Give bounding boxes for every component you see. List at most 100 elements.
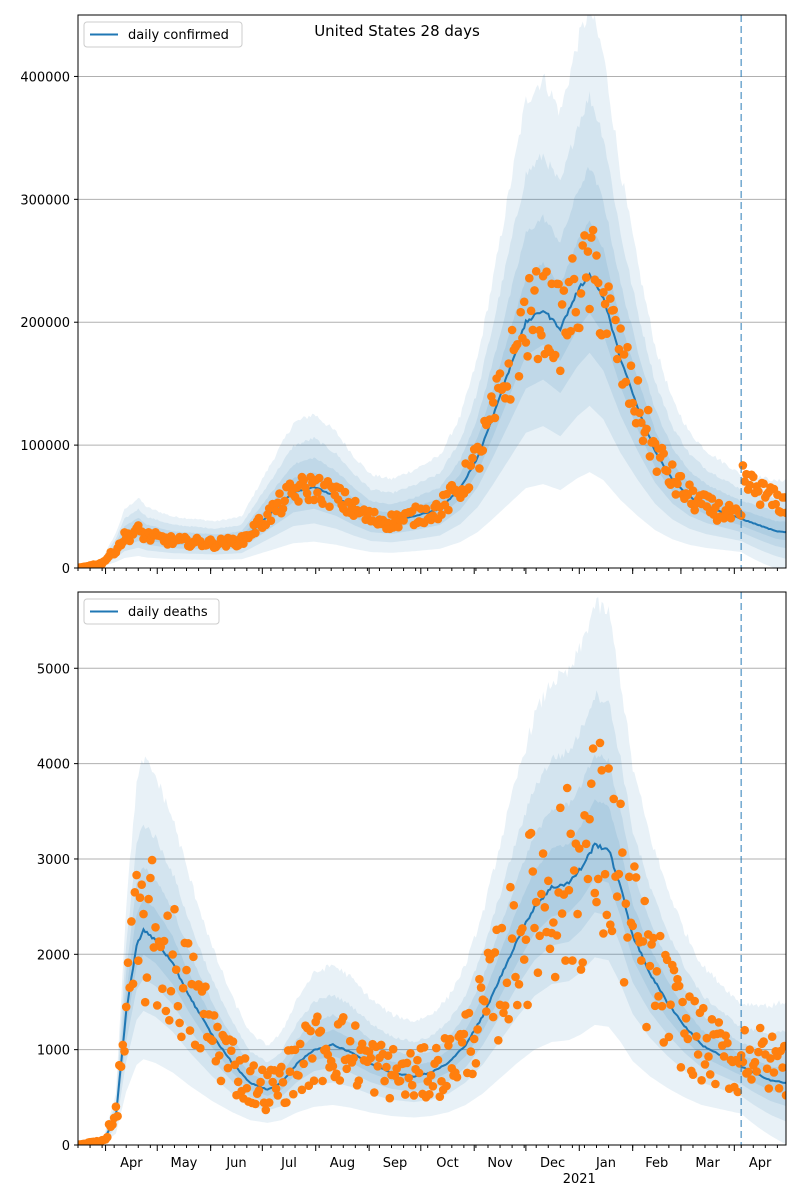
observed-point (743, 1067, 753, 1077)
observed-point (404, 1073, 414, 1083)
observed-point (569, 274, 579, 284)
observed-point (385, 1093, 395, 1103)
observed-point (624, 872, 634, 882)
observed-point (314, 473, 324, 483)
observed-point (116, 1062, 126, 1071)
observed-point (182, 534, 191, 544)
observed-point (266, 516, 276, 525)
observed-point (123, 958, 133, 967)
observed-point (535, 931, 544, 941)
observed-point (764, 1084, 774, 1093)
observed-point (475, 464, 484, 473)
observed-point (635, 408, 644, 418)
x-month-label: Jan (595, 1156, 616, 1171)
observed-point (144, 894, 153, 904)
x-month-label: Feb (645, 1156, 668, 1171)
observed-point (597, 766, 606, 775)
observed-point (309, 495, 319, 505)
observed-point (544, 876, 553, 886)
observed-point (568, 254, 577, 263)
observed-point (170, 904, 179, 914)
observed-point (780, 1041, 786, 1051)
observed-point (382, 1062, 391, 1072)
observed-point (774, 1084, 784, 1093)
observed-point (504, 1014, 513, 1024)
observed-point (518, 924, 527, 933)
observed-point (209, 1011, 219, 1020)
observed-point (120, 1047, 129, 1056)
observed-point (171, 965, 181, 974)
observed-point (163, 911, 172, 920)
observed-point (421, 504, 431, 514)
observed-point (523, 1000, 532, 1010)
observed-point (216, 1076, 226, 1086)
legend-label: daily deaths (128, 605, 208, 620)
observed-point (781, 1091, 786, 1100)
observed-point (213, 1022, 222, 1032)
observed-point (282, 1098, 291, 1107)
uncertainty-band (78, 91, 786, 568)
observed-point (530, 923, 539, 933)
observed-point (502, 382, 512, 391)
observed-point (616, 324, 625, 333)
observed-point (599, 288, 608, 297)
deaths-panel: 0 1000 2000 3000 4000 5000 Apr May Jun Jul Aug Sep O… (37, 591, 787, 1187)
observed-point (719, 1052, 729, 1061)
y-tick-label: 0 (62, 562, 70, 577)
observed-point (781, 508, 786, 518)
plot-area (78, 15, 786, 568)
observed-point (223, 1063, 233, 1073)
observed-point (459, 1029, 469, 1039)
observed-point (704, 1052, 713, 1061)
observed-point (249, 1061, 258, 1070)
observed-point (711, 1079, 720, 1089)
observed-point (165, 1016, 174, 1025)
observed-point (690, 996, 699, 1006)
observed-point (196, 1043, 205, 1053)
observed-point (688, 486, 698, 496)
observed-point (714, 498, 724, 508)
observed-point (428, 1082, 438, 1091)
y-tick-label: 200000 (20, 316, 70, 331)
observed-point (308, 1054, 317, 1063)
observed-point (762, 1064, 772, 1073)
y-tick-label: 0 (62, 1139, 70, 1154)
observed-point (602, 329, 612, 339)
observed-point (600, 869, 610, 879)
observed-point (749, 472, 758, 482)
x-month-label: May (170, 1156, 197, 1171)
observed-point (652, 967, 662, 976)
observed-point (769, 1068, 779, 1077)
observed-point (488, 1012, 498, 1022)
observed-point (645, 452, 655, 461)
y-tick-label: 400000 (20, 70, 70, 85)
observed-point (740, 1025, 749, 1035)
observed-point (201, 982, 210, 991)
observed-point (240, 1054, 250, 1063)
observed-point (697, 1076, 706, 1085)
observed-point (609, 794, 618, 804)
observed-point (466, 1047, 476, 1056)
observed-point (628, 398, 637, 408)
observed-point (683, 1034, 693, 1044)
observed-point (580, 231, 589, 240)
observed-point (426, 1071, 436, 1080)
observed-point (158, 984, 167, 993)
observed-point (466, 461, 476, 471)
observed-point (251, 1099, 260, 1109)
observed-point (657, 1001, 667, 1011)
observed-point (149, 943, 159, 952)
observed-point (332, 1069, 341, 1078)
observed-point (700, 1060, 710, 1069)
observed-point (228, 1037, 238, 1046)
observed-point (419, 1043, 429, 1052)
observed-point (513, 1000, 522, 1010)
observed-point (714, 1018, 724, 1027)
observed-point (604, 764, 613, 773)
observed-point (113, 1111, 122, 1121)
observed-point (606, 294, 615, 303)
observed-point (309, 1076, 319, 1085)
observed-point (273, 1091, 283, 1100)
observed-point (349, 1053, 358, 1063)
observed-point (502, 978, 512, 988)
